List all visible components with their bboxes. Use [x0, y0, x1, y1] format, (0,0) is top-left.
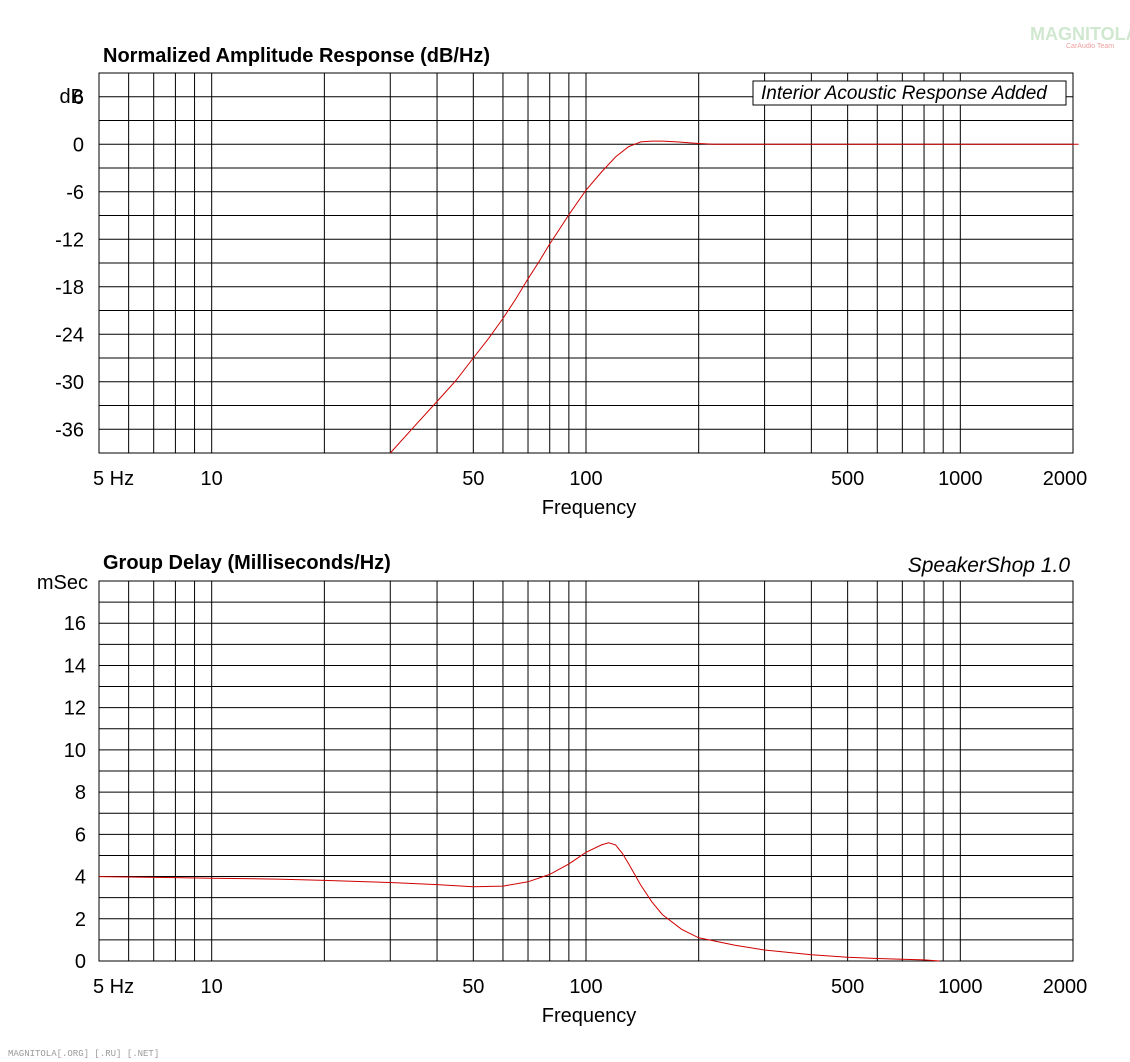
y-tick-label: 14 [64, 655, 86, 677]
y-tick-label: 6 [73, 87, 84, 109]
y-tick-label: 0 [75, 951, 86, 973]
group-delay-x-axis-label: Frequency [542, 1005, 637, 1027]
y-tick-label: -30 [55, 372, 84, 394]
x-tick-label: 100 [569, 976, 602, 998]
x-tick-label: 5 Hz [93, 468, 134, 490]
interior-acoustic-annotation: Interior Acoustic Response Added [752, 80, 1067, 106]
x-tick-label: 500 [831, 468, 864, 490]
annotation-text: Interior Acoustic Response Added [761, 83, 1048, 104]
group-delay-grid [98, 580, 1074, 962]
amplitude-chart-title: Normalized Amplitude Response (dB/Hz) [103, 45, 490, 67]
x-tick-label: 1000 [938, 468, 983, 490]
x-tick-label: 500 [831, 976, 864, 998]
magnitola-logo: MAGNITOLA [1030, 24, 1130, 44]
footer-watermark: MAGNITOLA[.ORG] [.RU] [.NET] [8, 1049, 159, 1059]
y-tick-label: 16 [64, 613, 86, 635]
x-tick-label: 50 [462, 976, 484, 998]
group-delay-chart: Group Delay (Milliseconds/Hz) SpeakerSho… [37, 552, 1087, 1027]
amplitude-grid [98, 72, 1074, 454]
y-tick-label: 12 [64, 698, 86, 720]
y-tick-label: -6 [66, 182, 84, 204]
y-tick-label: -36 [55, 419, 84, 441]
amplitude-x-tick-labels: 5 Hz 10 50 100 500 1000 2000 [93, 468, 1087, 490]
amplitude-response-line [389, 140, 1079, 454]
y-tick-label: -12 [55, 229, 84, 251]
x-tick-label: 100 [569, 468, 602, 490]
amplitude-y-tick-labels: 6 0 -6 -12 -18 -24 -30 -36 [55, 87, 84, 442]
y-tick-label: 10 [64, 740, 86, 762]
magnitola-logo-subtitle: CarAudio Team [1066, 43, 1114, 50]
x-tick-label: 2000 [1043, 468, 1088, 490]
x-tick-label: 10 [201, 468, 223, 490]
speakershop-version-label: SpeakerShop 1.0 [908, 554, 1071, 577]
group-delay-line [98, 842, 940, 962]
y-tick-label: 6 [75, 824, 86, 846]
amplitude-x-axis-label: Frequency [542, 497, 637, 519]
x-tick-label: 10 [201, 976, 223, 998]
amplitude-y-unit-label: dB [60, 86, 84, 108]
group-delay-y-unit-label: mSec [37, 572, 88, 594]
y-tick-label: 4 [75, 867, 86, 889]
x-tick-label: 2000 [1043, 976, 1088, 998]
group-delay-y-tick-labels: 16 14 12 10 8 6 4 2 0 [64, 613, 86, 973]
y-tick-label: 2 [75, 909, 86, 931]
group-delay-x-tick-labels: 5 Hz 10 50 100 500 1000 2000 [93, 976, 1087, 998]
y-tick-label: 8 [75, 782, 86, 804]
y-tick-label: -24 [55, 324, 84, 346]
x-tick-label: 1000 [938, 976, 983, 998]
x-tick-label: 5 Hz [93, 976, 134, 998]
amplitude-response-chart: Normalized Amplitude Response (dB/Hz) dB… [55, 45, 1087, 519]
y-tick-label: -18 [55, 277, 84, 299]
x-tick-label: 50 [462, 468, 484, 490]
y-tick-label: 0 [73, 134, 84, 156]
group-delay-chart-title: Group Delay (Milliseconds/Hz) [103, 552, 391, 574]
annotation-box [752, 80, 1067, 106]
